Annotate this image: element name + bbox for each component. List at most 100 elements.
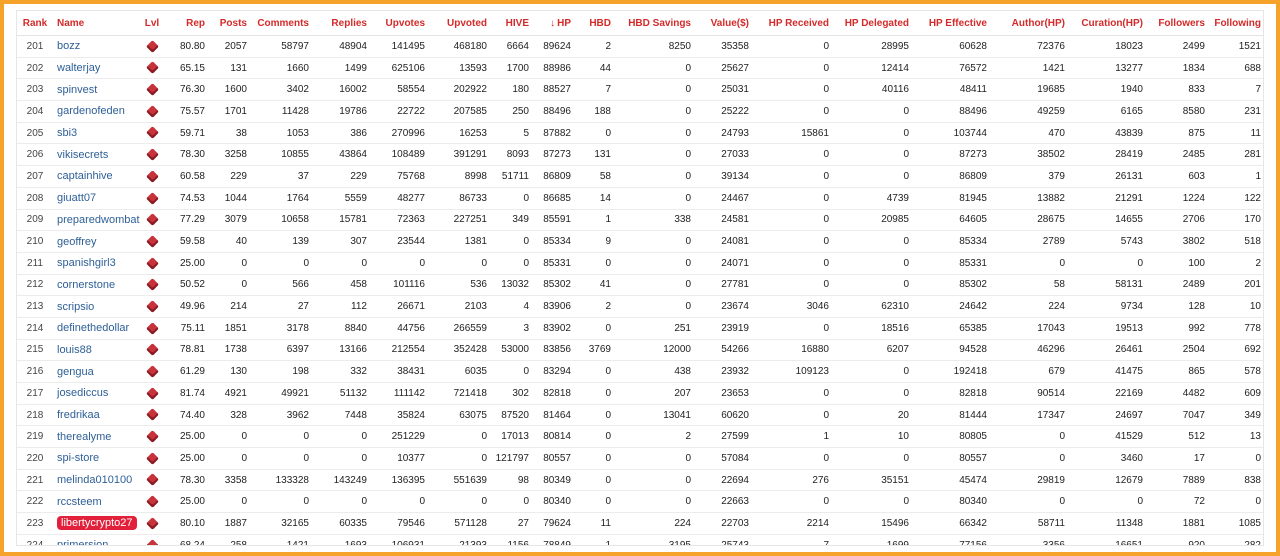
cell-value: 22663 <box>695 490 753 514</box>
column-header-name[interactable]: Name <box>53 11 139 36</box>
cell-hbd: 3769 <box>575 339 615 362</box>
account-link[interactable]: spi-store <box>57 452 100 465</box>
cell-hbd-savings: 12000 <box>615 339 695 362</box>
cell-posts: 1887 <box>209 512 251 535</box>
table-row: 223 libertycrypto27 80.10 1887 32165 60335 795… <box>17 512 1263 535</box>
cell-upvoted: 721418 <box>429 382 491 405</box>
column-header-hp-delegated[interactable]: HP Delegated <box>833 11 913 36</box>
cell-hp-received: 109123 <box>753 360 833 383</box>
cell-hbd: 188 <box>575 100 615 123</box>
cell-hbd-savings: 0 <box>615 143 695 167</box>
account-link[interactable]: walterjay <box>57 62 101 75</box>
account-link[interactable]: fredrikaa <box>57 409 100 422</box>
column-header-following[interactable]: Following <box>1209 11 1263 36</box>
column-header-rank[interactable]: Rank <box>17 11 53 36</box>
account-link[interactable]: geoffrey <box>57 235 97 248</box>
cell-posts: 40 <box>209 230 251 253</box>
cell-followers: 603 <box>1147 165 1209 188</box>
cell-upvotes: 72363 <box>371 209 429 232</box>
cell-following: 13 <box>1209 425 1263 449</box>
cell-upvoted: 266559 <box>429 317 491 340</box>
cell-curation-hp: 0 <box>1069 490 1147 514</box>
cell-author-hp: 49259 <box>991 100 1069 123</box>
cell-author-hp: 17043 <box>991 317 1069 340</box>
level-badge-icon <box>145 343 159 357</box>
column-header-comments[interactable]: Comments <box>251 11 313 36</box>
column-header-followers[interactable]: Followers <box>1147 11 1209 36</box>
column-header-hp-effective[interactable]: HP Effective <box>913 11 991 36</box>
cell-hp-received: 3046 <box>753 295 833 318</box>
cell-upvoted: 21393 <box>429 534 491 545</box>
cell-hp-delegated: 0 <box>833 360 913 383</box>
cell-replies: 1693 <box>313 534 371 545</box>
column-header-hp-received[interactable]: HP Received <box>753 11 833 36</box>
cell-value: 27781 <box>695 274 753 297</box>
account-link[interactable]: spinvest <box>57 83 98 96</box>
cell-upvotes: 108489 <box>371 143 429 167</box>
cell-hp-delegated: 40116 <box>833 78 913 102</box>
account-link[interactable]: definethedollar <box>57 322 130 335</box>
cell-followers: 17 <box>1147 447 1209 470</box>
cell-hbd-savings: 0 <box>615 100 695 123</box>
cell-author-hp: 58 <box>991 274 1069 297</box>
cell-curation-hp: 11348 <box>1069 512 1147 535</box>
column-header-posts[interactable]: Posts <box>209 11 251 36</box>
column-header-hbd[interactable]: HBD <box>575 11 615 36</box>
account-link[interactable]: scripsio <box>57 300 95 313</box>
cell-author-hp: 2789 <box>991 230 1069 253</box>
cell-lvl <box>139 469 165 492</box>
account-link[interactable]: sbi3 <box>57 127 78 140</box>
account-link[interactable]: melinda010100 <box>57 474 133 487</box>
account-link[interactable]: preparedwombat <box>57 213 140 226</box>
cell-hive: 51711 <box>491 165 533 188</box>
cell-rep: 77.29 <box>165 209 209 232</box>
account-link[interactable]: therealyme <box>57 430 112 443</box>
column-header-hbd-savings[interactable]: HBD Savings <box>615 11 695 36</box>
cell-value: 57084 <box>695 447 753 470</box>
account-link[interactable]: rccsteem <box>57 495 102 508</box>
column-header-hp[interactable]: ↓ HP <box>533 11 575 36</box>
arrow-down-icon[interactable]: ↓ <box>550 17 556 29</box>
account-link[interactable]: gardenofeden <box>57 105 125 118</box>
column-header-lvl[interactable]: Lvl <box>139 11 165 36</box>
cell-hbd-savings: 0 <box>615 78 695 102</box>
cell-hp: 87882 <box>533 122 575 145</box>
cell-lvl <box>139 360 165 383</box>
cell-posts: 1738 <box>209 339 251 362</box>
account-link[interactable]: gengua <box>57 365 94 378</box>
cell-hbd-savings: 224 <box>615 512 695 535</box>
column-header-label: HBD <box>589 17 611 29</box>
cell-rank: 222 <box>17 490 53 514</box>
column-header-replies[interactable]: Replies <box>313 11 371 36</box>
cell-name: walterjay <box>53 57 139 80</box>
column-header-author-hp[interactable]: Author(HP) <box>991 11 1069 36</box>
account-link[interactable]: vikisecrets <box>57 148 109 161</box>
column-header-rep[interactable]: Rep <box>165 11 209 36</box>
account-link[interactable]: giuatt07 <box>57 192 97 205</box>
cell-hp: 83856 <box>533 339 575 362</box>
account-link[interactable]: spanishgirl3 <box>57 257 116 270</box>
column-header-hive[interactable]: HIVE <box>491 11 533 36</box>
account-link-highlighted[interactable]: libertycrypto27 <box>57 516 137 531</box>
column-header-value[interactable]: Value($) <box>695 11 753 36</box>
account-link[interactable]: captainhive <box>57 170 113 183</box>
cell-comments: 1421 <box>251 534 313 545</box>
account-link[interactable]: primersion <box>57 539 109 546</box>
cell-posts: 4921 <box>209 382 251 405</box>
cell-rank: 205 <box>17 122 53 145</box>
account-link[interactable]: cornerstone <box>57 278 116 291</box>
account-link[interactable]: bozz <box>57 40 81 53</box>
cell-value: 23674 <box>695 295 753 318</box>
column-header-label: HBD Savings <box>628 17 691 29</box>
account-link[interactable]: josediccus <box>57 387 109 400</box>
cell-followers: 512 <box>1147 425 1209 449</box>
cell-rank: 211 <box>17 252 53 275</box>
column-header-curation-hp[interactable]: Curation(HP) <box>1069 11 1147 36</box>
cell-curation-hp: 58131 <box>1069 274 1147 297</box>
column-header-upvotes[interactable]: Upvotes <box>371 11 429 36</box>
cell-upvoted: 207585 <box>429 100 491 123</box>
account-link[interactable]: louis88 <box>57 343 92 356</box>
column-header-upvoted[interactable]: Upvoted <box>429 11 491 36</box>
cell-posts: 38 <box>209 122 251 145</box>
